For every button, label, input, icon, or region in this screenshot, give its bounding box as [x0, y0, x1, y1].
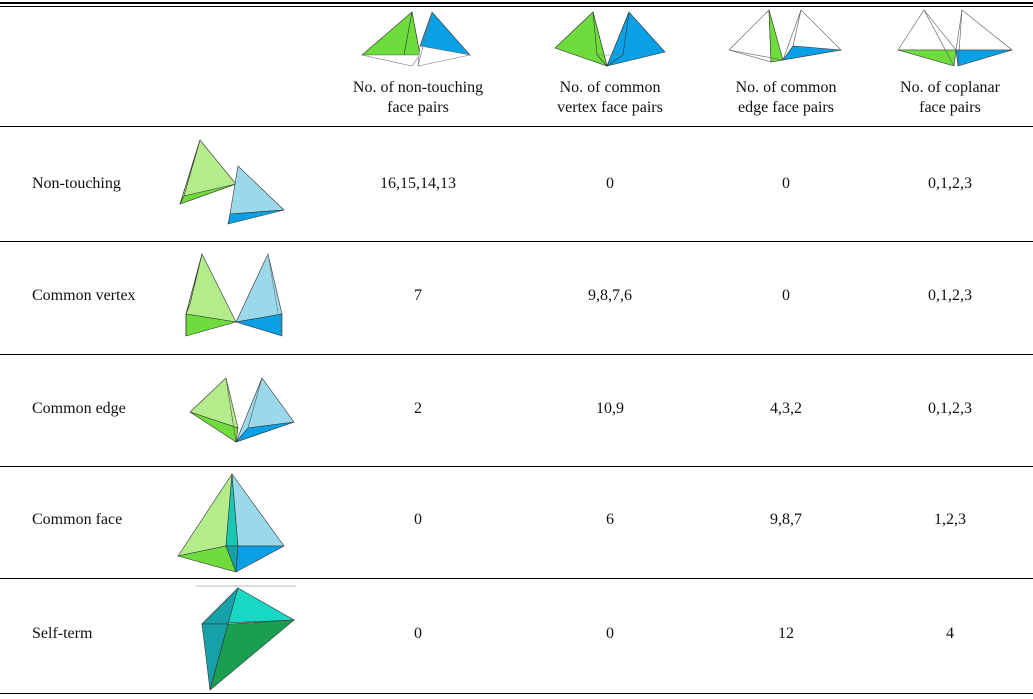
column-header: No. of common vertex face pairs	[526, 78, 694, 118]
row-separator	[0, 241, 1033, 242]
column-header-line: No. of coplanar	[900, 79, 1000, 96]
table-top-rule	[0, 2, 1033, 4]
column-header-line: No. of common	[559, 79, 661, 96]
table-cell: 4,3,2	[770, 400, 802, 417]
table-cell: 10,9	[596, 400, 624, 417]
table-top-rule-inner	[0, 6, 1033, 7]
column-header: No. of non-touching face pairs	[320, 78, 516, 118]
row-label: Self-term	[32, 625, 93, 642]
table-cell: 9,8,7	[770, 511, 802, 528]
table-cell: 2	[414, 400, 422, 417]
self-term-tetrahedron-icon	[196, 585, 296, 691]
table-cell: 0,1,2,3	[928, 175, 972, 192]
non-touching-tetrahedra-icon	[179, 139, 285, 225]
table-cell: 0,1,2,3	[928, 400, 972, 417]
header-bottom-rule	[0, 126, 1033, 127]
two-tetrahedra-non-touching-faces-icon	[361, 11, 471, 67]
table-cell: 0,1,2,3	[928, 287, 972, 304]
row-separator	[0, 466, 1033, 467]
table-cell: 6	[606, 511, 614, 528]
two-tetrahedra-common-edge-faces-icon	[728, 9, 842, 63]
column-header: No. of common edge face pairs	[706, 78, 866, 118]
table-cell: 0	[414, 511, 422, 528]
common-vertex-tetrahedra-icon	[185, 253, 283, 337]
row-separator	[0, 578, 1033, 579]
table-cell: 0	[782, 175, 790, 192]
column-header-line: vertex face pairs	[557, 99, 663, 116]
row-separator	[0, 354, 1033, 355]
two-tetrahedra-common-vertex-faces-icon	[554, 11, 666, 67]
table-cell: 4	[946, 625, 954, 642]
column-header-line: face pairs	[919, 99, 981, 116]
row-label: Common vertex	[32, 287, 136, 304]
row-label: Non-touching	[32, 175, 121, 192]
row-label: Common edge	[32, 400, 126, 417]
column-header-line: face pairs	[387, 99, 449, 116]
column-header-line: No. of common	[735, 79, 837, 96]
table-cell: 12	[778, 625, 794, 642]
table-cell: 7	[414, 287, 422, 304]
common-edge-tetrahedra-icon	[189, 377, 295, 443]
column-header-line: edge face pairs	[738, 99, 834, 116]
table-cell: 0	[414, 625, 422, 642]
column-header: No. of coplanar face pairs	[874, 78, 1026, 118]
table-bottom-rule	[0, 693, 1033, 694]
column-header-line: No. of non-touching	[352, 79, 484, 96]
two-tetrahedra-coplanar-faces-icon	[897, 9, 1013, 67]
common-face-tetrahedra-icon	[177, 472, 285, 573]
table-cell: 1,2,3	[934, 511, 966, 528]
row-label: Common face	[32, 511, 123, 528]
table-cell: 0	[606, 625, 614, 642]
table-cell: 9,8,7,6	[588, 287, 632, 304]
table-cell: 16,15,14,13	[380, 175, 456, 192]
table-cell: 0	[782, 287, 790, 304]
table-cell: 0	[606, 175, 614, 192]
